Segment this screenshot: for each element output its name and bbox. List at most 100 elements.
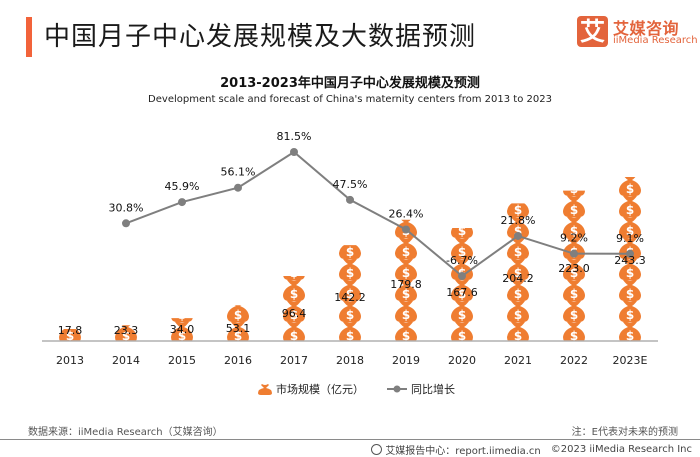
footer-divider <box>0 439 700 440</box>
bar-2021 <box>507 174 529 341</box>
bar-2018 <box>339 216 361 341</box>
x-tick-label: 2015 <box>168 354 196 367</box>
logo-name-en: iiMedia Research <box>613 35 698 46</box>
money-bag-icon <box>563 300 585 322</box>
money-bag-icon <box>451 195 473 217</box>
x-tick-label: 2014 <box>112 354 140 367</box>
money-bag-icon <box>563 153 585 175</box>
money-bag-icon <box>507 174 529 196</box>
money-bag-icon <box>619 321 641 341</box>
growth-point <box>178 198 186 207</box>
logo-mark: 艾 <box>577 16 608 47</box>
bar-2023E <box>619 153 641 341</box>
bar-value-label: 96.4 <box>282 307 307 320</box>
data-source: 数据来源：iiMedia Research（艾媒咨询） <box>28 427 223 438</box>
money-bag-icon <box>395 258 417 280</box>
page-title: 中国月子中心发展规模及大数据预测 <box>44 22 477 52</box>
globe-icon <box>371 444 383 455</box>
money-bag-icon <box>339 258 361 280</box>
line-marker-icon <box>387 385 407 393</box>
bar-value-label: 243.3 <box>614 254 646 267</box>
money-bag-icon <box>339 321 361 341</box>
money-bag-icon <box>507 321 529 341</box>
growth-value-label: 26.4% <box>389 207 424 220</box>
legend-item-market-size[interactable]: 市场规模（亿元） <box>257 381 364 397</box>
bar-value-label: 179.8 <box>390 278 422 291</box>
legend-label-growth: 同比增长 <box>411 383 455 396</box>
money-bag-icon <box>283 321 305 341</box>
growth-line <box>125 150 631 278</box>
bar-2017 <box>283 237 305 341</box>
chart-title: 2013-2023年中国月子中心发展规模及预测 <box>220 76 480 91</box>
money-bag-icon <box>283 279 305 301</box>
money-bag-icon <box>171 279 193 301</box>
growth-value-label: 81.5% <box>277 130 312 143</box>
money-bag-icon <box>227 279 249 301</box>
x-tick-label: 2021 <box>504 354 532 367</box>
money-bag-icon <box>451 321 473 341</box>
money-bag-icon <box>283 276 305 280</box>
legend-item-growth[interactable]: 同比增长 <box>386 381 455 397</box>
growth-point <box>122 219 130 228</box>
logo: 艾 艾媒咨询 iiMedia Research <box>577 13 698 53</box>
money-bag-icon <box>563 190 585 196</box>
bar-value-label: 53.1 <box>226 322 251 335</box>
bar-value-label: 34.0 <box>170 323 195 336</box>
bar-value-label: 204.2 <box>502 272 534 285</box>
money-bag-icon <box>171 318 193 322</box>
growth-value-label: -6.7% <box>446 254 478 267</box>
growth-point <box>626 249 634 258</box>
money-bag-icon <box>283 237 305 259</box>
legend: 市场规模（亿元） 同比增长 <box>257 381 455 397</box>
growth-value-label: 30.8% <box>109 201 144 214</box>
legend-label-market-size: 市场规模（亿元） <box>276 383 364 396</box>
growth-point <box>290 148 298 157</box>
money-bag-icon <box>451 228 473 238</box>
bar-value-label: 223.0 <box>558 262 590 275</box>
x-tick-label: 2018 <box>336 354 364 367</box>
growth-value-label: 56.1% <box>221 166 256 179</box>
money-bag-icon <box>115 300 137 322</box>
x-tick-label: 2017 <box>280 354 308 367</box>
money-bag-icon <box>395 300 417 322</box>
bar-value-label: 17.8 <box>58 324 83 337</box>
money-bag-icon <box>339 216 361 238</box>
bar-value-label: 167.6 <box>446 286 478 299</box>
money-bag-icon <box>619 300 641 322</box>
report-center-text: 艾媒报告中心：report.iimedia.cn <box>385 446 541 457</box>
money-bag-icon <box>619 177 641 196</box>
bar-2022 <box>563 153 585 341</box>
growth-value-label: 45.9% <box>165 180 200 193</box>
bar-value-label: 142.2 <box>334 291 366 304</box>
money-bag-icon <box>619 195 641 217</box>
chart-subtitle: Development scale and forecast of China'… <box>148 94 552 105</box>
logo-name-cn: 艾媒咨询 <box>613 19 680 38</box>
money-bag-icon <box>395 237 417 259</box>
growth-point <box>234 183 242 192</box>
x-tick-label: 2013 <box>56 354 84 367</box>
growth-value-label: 9.2% <box>560 232 588 245</box>
bar-value-label: 23.3 <box>114 324 139 337</box>
growth-point <box>514 231 522 240</box>
x-tick-label: 2022 <box>560 354 588 367</box>
growth-value-label: 21.8% <box>501 214 536 227</box>
growth-point <box>346 195 354 204</box>
money-bag-icon <box>258 384 272 395</box>
money-bag-icon <box>619 153 641 175</box>
money-bag-icon <box>395 321 417 342</box>
x-tick-label: 2019 <box>392 354 420 367</box>
x-tick-label: 2023E <box>613 354 648 367</box>
growth-point <box>402 225 410 234</box>
money-bag-icon <box>227 305 249 322</box>
growth-value-label: 47.5% <box>333 178 368 191</box>
money-bag-icon <box>563 279 585 301</box>
money-bag-icon <box>59 300 81 322</box>
copyright: ©2023 iiMedia Research Inc <box>550 444 692 455</box>
money-bag-icon <box>619 279 641 301</box>
growth-value-label: 9.1% <box>616 232 644 245</box>
title-accent-bar <box>26 17 32 57</box>
x-tick-label: 2016 <box>224 354 252 367</box>
money-bag-icon <box>451 300 473 322</box>
money-bag-icon <box>563 321 585 341</box>
